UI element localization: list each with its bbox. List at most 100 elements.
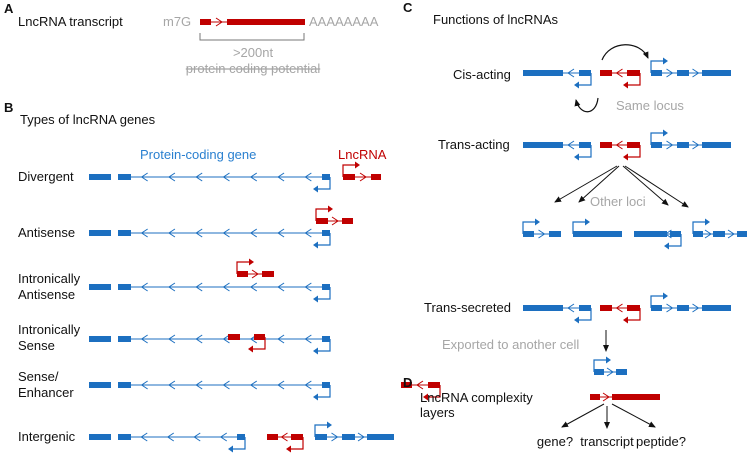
exon — [118, 336, 131, 342]
exon — [627, 142, 640, 148]
row-label-intronic-sense: Intronically — [18, 322, 81, 337]
length-label: >200nt — [233, 45, 274, 60]
direction-chevron — [219, 432, 228, 442]
exon — [89, 336, 111, 342]
direction-chevron — [168, 380, 176, 390]
exon — [89, 174, 111, 180]
panel-c-title: Functions of lncRNAs — [433, 12, 558, 27]
tss-line — [342, 164, 355, 177]
tss-arrow-icon — [228, 445, 233, 453]
trans-arrows — [554, 165, 689, 208]
direction-chevron — [331, 216, 339, 226]
direction-chevron — [277, 282, 285, 292]
tss-arrow-icon — [423, 393, 428, 401]
exon — [634, 231, 667, 237]
direction-chevron — [567, 303, 575, 313]
tss-arrow-icon — [574, 153, 579, 161]
exon — [291, 434, 303, 440]
direction-chevron — [249, 380, 258, 390]
tss-line — [628, 145, 641, 158]
exported-label: Exported to another cell — [442, 337, 579, 352]
direction-chevron — [416, 380, 424, 390]
exon — [702, 305, 731, 311]
exon — [322, 230, 330, 236]
tss-line — [628, 308, 641, 321]
tss-arrow-icon — [248, 345, 253, 353]
exon — [702, 70, 731, 76]
direction-chevron — [277, 380, 285, 390]
tss-arrow-icon — [663, 292, 668, 300]
row-label-intronic-antisense: Intronically — [18, 271, 81, 286]
direction-chevron — [195, 282, 203, 292]
direction-chevron — [215, 17, 223, 27]
exon — [118, 434, 131, 440]
cis-curved-arrow-right — [601, 44, 649, 61]
panel-letter-a: A — [4, 1, 14, 16]
panel-letter-d: D — [403, 375, 412, 390]
exon — [367, 434, 394, 440]
tss-arrow-icon — [313, 393, 318, 401]
exon — [237, 434, 245, 440]
direction-chevron — [277, 228, 285, 238]
exon — [693, 231, 703, 237]
exon — [401, 382, 412, 388]
tss-arrow-icon — [313, 347, 318, 355]
trans-secreted-label: Trans-secreted — [424, 300, 511, 315]
exon — [89, 284, 111, 290]
tss-arrow-icon — [355, 161, 360, 169]
direction-chevron — [277, 334, 285, 344]
tss-line — [650, 132, 663, 145]
panel-letter-b: B — [4, 100, 13, 115]
exon — [713, 231, 725, 237]
exon — [342, 218, 353, 224]
tss-line — [318, 339, 331, 352]
tss-line — [318, 385, 331, 398]
lncrna-label: LncRNA — [338, 147, 387, 162]
exon — [343, 174, 355, 180]
exon — [228, 334, 240, 340]
tss-arrow-icon — [574, 81, 579, 89]
exon — [600, 305, 612, 311]
row-label-intronic-sense-2: Sense — [18, 338, 55, 353]
exon — [651, 70, 662, 76]
exon — [523, 142, 563, 148]
tss-arrow-icon — [328, 205, 333, 213]
direction-chevron — [331, 432, 339, 442]
direction-chevron — [195, 172, 203, 182]
tss-line — [318, 177, 331, 190]
tss-line — [318, 287, 331, 300]
outcome-peptide: peptide? — [636, 434, 686, 449]
exon — [322, 284, 330, 290]
direction-chevron — [249, 172, 258, 182]
direction-chevron — [222, 282, 230, 292]
tss-arrow-icon — [663, 129, 668, 137]
direction-chevron — [304, 172, 312, 182]
tss-arrow-icon — [623, 153, 628, 161]
tss-line — [428, 385, 441, 398]
direction-chevron — [727, 229, 735, 239]
exon — [677, 142, 689, 148]
tss-line — [291, 437, 304, 450]
exon — [118, 382, 131, 388]
direction-chevron — [692, 303, 700, 313]
row-label-sense-enhancer: Sense/ — [18, 369, 59, 384]
exon — [590, 394, 600, 400]
direction-chevron — [359, 172, 367, 182]
direction-chevron — [168, 228, 176, 238]
direction-chevron — [692, 140, 700, 150]
exon — [627, 305, 640, 311]
exon — [523, 231, 534, 237]
direction-chevron — [280, 432, 288, 442]
exon — [262, 271, 274, 277]
direction-chevron — [304, 228, 312, 238]
functions-drawing — [522, 57, 747, 377]
exon — [670, 231, 681, 237]
exon — [237, 271, 248, 277]
tss-arrow-icon — [249, 258, 254, 266]
direction-chevron — [666, 140, 674, 150]
exon — [316, 218, 328, 224]
direction-chevron — [304, 334, 312, 344]
tss-arrow-icon — [327, 421, 332, 429]
panel-b-title: Types of lncRNA genes — [20, 112, 156, 127]
